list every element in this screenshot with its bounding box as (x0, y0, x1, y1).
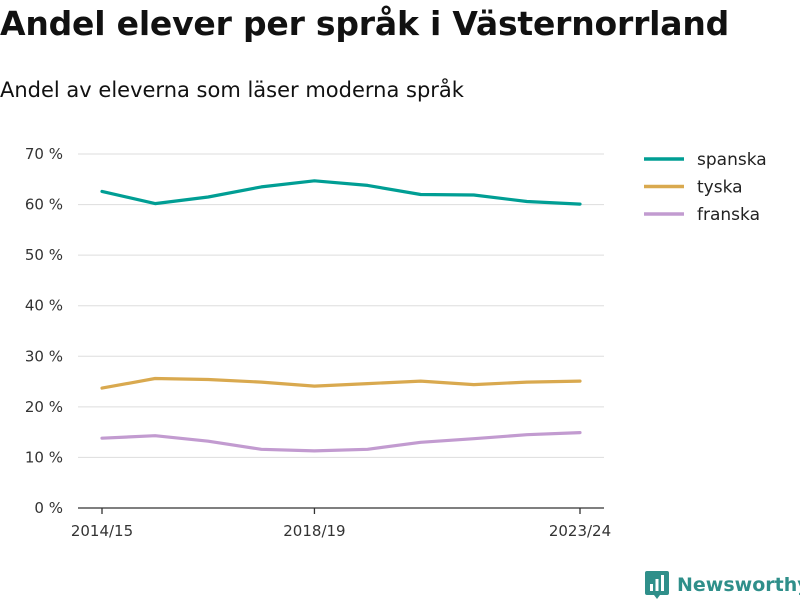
y-tick-label: 50 % (25, 246, 63, 264)
legend-label-franska: franska (697, 205, 760, 225)
grid-lines (78, 153, 604, 458)
y-tick-label: 20 % (25, 398, 63, 416)
y-tick-label: 30 % (25, 347, 63, 365)
series-line-franska (100, 431, 582, 453)
legend: spanska tyska franska (644, 150, 767, 225)
series-line-spanska (100, 179, 582, 206)
series-line-tyska (100, 376, 582, 390)
legend-label-tyska: tyska (697, 178, 743, 198)
series-lines (100, 179, 582, 453)
y-tick-label: 70 % (25, 145, 63, 163)
y-tick-label: 40 % (25, 297, 63, 315)
x-tick-label: 2023/24 (549, 522, 611, 540)
chart-subtitle: Andel av eleverna som läser moderna språ… (0, 78, 464, 102)
legend-label-spanska: spanska (697, 150, 767, 170)
x-tick-label: 2014/15 (71, 522, 133, 540)
bar-chart-logo-icon (645, 571, 669, 599)
y-tick-label: 10 % (25, 448, 63, 466)
brand-name: Newsworthy (677, 574, 800, 596)
newsworthy-logo: Newsworthy (644, 570, 800, 600)
y-tick-label: 60 % (25, 196, 63, 214)
y-axis-tick-labels: 0 % 10 % 20 % 30 % 40 % 50 % 60 % 70 % (25, 145, 63, 517)
x-axis: 2014/15 2018/19 2023/24 (71, 507, 611, 540)
y-tick-label: 0 % (34, 499, 63, 517)
x-tick-label: 2018/19 (283, 522, 345, 540)
chart-title: Andel elever per språk i Västernorrland (0, 4, 730, 43)
